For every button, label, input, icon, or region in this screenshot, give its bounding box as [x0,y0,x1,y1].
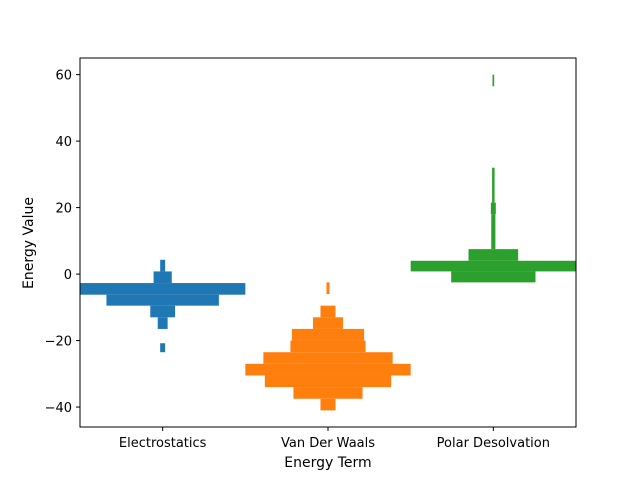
histogram-bar [490,202,496,215]
histogram-bar [451,271,536,283]
histogram-bar [293,387,363,399]
histogram-bar [160,259,166,272]
x-tick-label: Polar Desolvation [437,436,550,451]
y-tick-label: 60 [55,69,72,84]
y-axis: −40 −20 0 20 40 60 [45,69,80,416]
histogram-bar [153,271,172,284]
histogram-bar [157,317,168,329]
histogram-bar [410,260,576,272]
histogram-bar [264,375,392,388]
histogram-bar [320,398,336,411]
histogram-bar [291,328,365,341]
y-tick-label: 40 [55,135,72,150]
bars-layer [80,74,576,411]
histogram-bar [492,74,495,87]
histogram-bar [290,340,366,353]
x-tick-label: Electrostatics [119,436,207,451]
x-tick-label: Van Der Waals [281,436,375,451]
y-tick-label: 0 [64,268,72,283]
histogram-bar [326,282,330,295]
histogram-bar [492,167,495,203]
y-tick-label: −20 [45,335,72,350]
y-tick-label: −40 [45,401,72,416]
histogram-bar [150,305,176,318]
x-axis-label: Energy Term [284,455,371,471]
y-axis-label: Energy Value [21,197,37,289]
histogram-bar [320,305,336,318]
histogram-bar [312,317,344,329]
histogram-bar [468,249,519,261]
x-axis: Electrostatics Van Der Waals Polar Desolva… [119,427,550,451]
histogram-bar [245,363,411,376]
y-tick-label: 20 [55,202,72,217]
histogram-bar [106,294,219,306]
histogram-bar [160,343,166,353]
histogram-bar [80,283,246,295]
histogram-bar [491,214,496,250]
histogram-bar [263,352,393,364]
